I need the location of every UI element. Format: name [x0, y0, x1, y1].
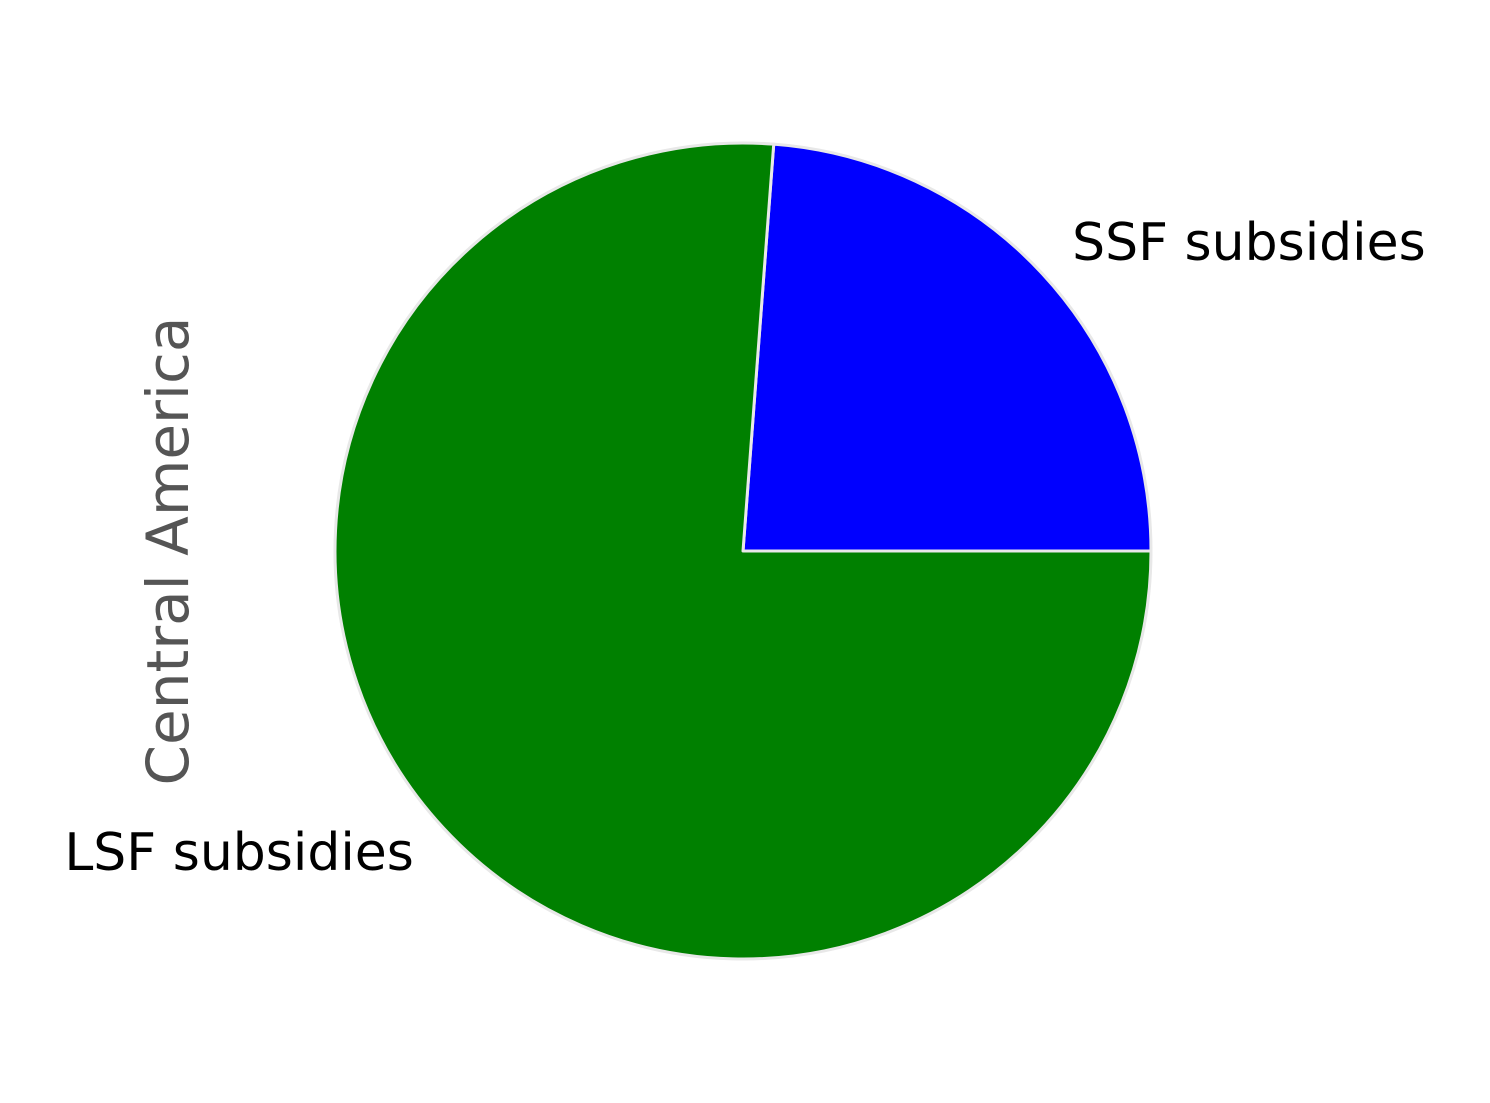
pie-slice-lsf-subsidies — [333, 141, 1153, 961]
slice-label-lsf-subsidies: LSF subsidies — [64, 823, 414, 883]
pie-slices — [333, 141, 1153, 961]
y-axis-label: Central America — [134, 317, 202, 786]
pie-slice-labels: SSF subsidies LSF subsidies — [64, 213, 1425, 883]
pie-slice-ssf-subsidies — [741, 142, 1153, 553]
slice-label-ssf-subsidies: SSF subsidies — [1072, 213, 1426, 273]
